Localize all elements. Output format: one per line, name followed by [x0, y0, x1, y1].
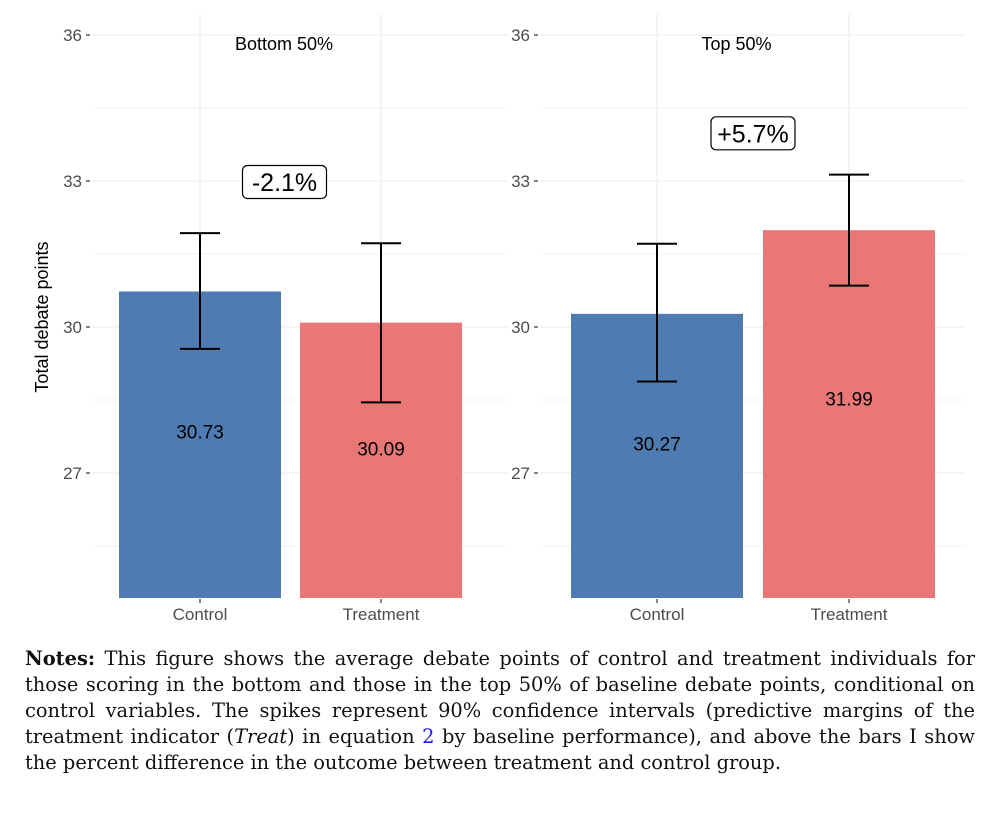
bar-value-label: 30.09 [357, 439, 405, 460]
x-tick-label: Control [630, 605, 685, 624]
x-tick-label: Control [173, 605, 228, 624]
y-tick-label: 27 [63, 464, 82, 483]
y-tick-label: 36 [63, 26, 82, 45]
y-tick-label: 33 [63, 172, 82, 191]
bar-treatment [763, 230, 935, 599]
bar-value-label: 31.99 [825, 389, 873, 410]
y-tick-label: 30 [63, 318, 82, 337]
facet-title: Bottom 50% [235, 34, 333, 54]
notes-text-2: ) in equation [287, 725, 415, 748]
y-tick-label: 36 [511, 26, 530, 45]
notes-text-3: by baseline performance), and above the … [25, 725, 975, 774]
x-tick-label: Treatment [811, 605, 888, 624]
difference-annotation-box [710, 116, 796, 151]
x-tick-label: Treatment [343, 605, 420, 624]
y-tick-label: 33 [511, 172, 530, 191]
figure-notes: Notes: This figure shows the average deb… [25, 646, 975, 776]
notes-text-1: This figure shows the average debate poi… [25, 647, 975, 748]
y-tick-label: 30 [511, 318, 530, 337]
difference-annotation-label: -2.1% [252, 169, 317, 197]
treat-symbol: Treat [234, 725, 288, 748]
equation-reference-link[interactable]: 2 [422, 725, 435, 748]
facet-title: Top 50% [701, 34, 771, 54]
difference-annotation-box [241, 164, 328, 200]
y-tick-label: 27 [511, 464, 530, 483]
bar-chart: Total debate points 27 30 33 36 Bottom 50% 30.… [32, 14, 965, 624]
notes-label: Notes: [25, 647, 96, 670]
difference-annotation-label: +5.7% [717, 120, 789, 148]
bar-value-label: 30.73 [176, 422, 224, 443]
y-axis-label: Total debate points [32, 241, 52, 392]
bar-value-label: 30.27 [633, 435, 681, 456]
